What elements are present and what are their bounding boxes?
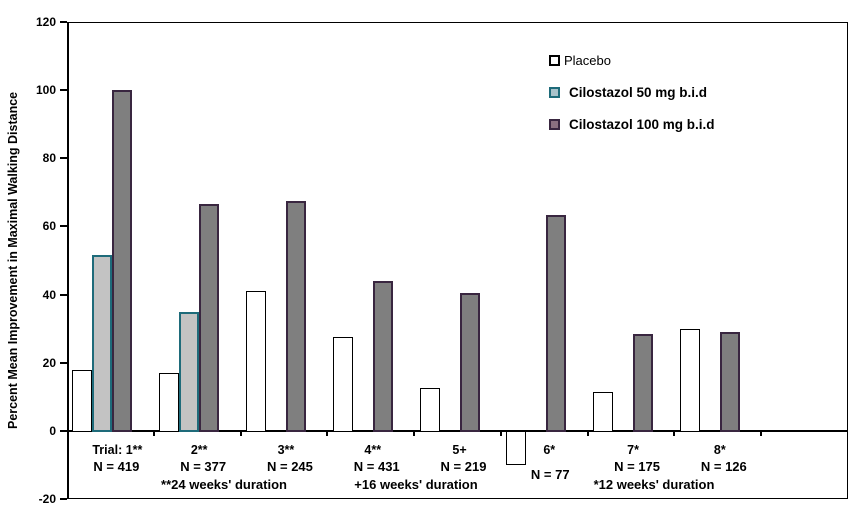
cilostazol-50-swatch-icon <box>549 87 560 98</box>
y-tick-label: 0 <box>49 423 56 438</box>
trial-label: Trial: 1** <box>92 443 143 457</box>
y-axis-tick <box>60 429 67 432</box>
trial-label: 6* <box>543 443 556 457</box>
n-count-label: N = 431 <box>353 459 400 474</box>
n-count-label: N = 175 <box>614 459 660 474</box>
x-axis-tick <box>760 431 763 436</box>
y-axis-tick <box>60 498 67 500</box>
legend-label: Placebo <box>564 53 611 68</box>
n-count-label: N = 77 <box>530 467 570 482</box>
legend-item-cilostazol-50: Cilostazol 50 mg b.i.d <box>549 85 707 100</box>
bar-cilostazol-100-trial-6 <box>546 214 567 432</box>
x-axis-tick <box>239 431 242 436</box>
y-axis-tick <box>60 89 67 92</box>
trial-label: 2** <box>190 443 208 457</box>
bar-placebo-trial-7 <box>593 391 614 432</box>
y-tick-label: 120 <box>35 15 56 29</box>
bar-placebo-trial-1 <box>72 369 93 432</box>
bar-placebo-trial-4 <box>332 337 353 432</box>
bar-placebo-trial-2 <box>159 372 180 432</box>
x-axis-tick <box>152 431 155 436</box>
n-count-label: N = 219 <box>440 459 487 474</box>
placebo-swatch-icon <box>549 55 560 66</box>
plot-area-border <box>67 22 848 499</box>
n-count-label: N = 126 <box>700 459 747 474</box>
n-count-label: N = 377 <box>180 459 227 474</box>
y-tick-label: 60 <box>42 219 56 234</box>
y-axis-tick <box>60 157 67 160</box>
duration-footnote: *12 weeks' duration <box>593 477 715 492</box>
trial-label: 8* <box>713 443 726 457</box>
y-axis-tick <box>60 361 67 364</box>
x-axis-tick <box>499 431 502 436</box>
bar-cilostazol-100-trial-2 <box>199 204 220 432</box>
bar-placebo-trial-5 <box>419 388 440 432</box>
legend-label: Cilostazol 100 mg b.i.d <box>569 117 715 132</box>
trial-label: 5+ <box>452 443 467 457</box>
x-axis-tick <box>326 431 329 436</box>
bar-cilostazol-100-trial-4 <box>372 280 393 432</box>
cilostazol-100-swatch-icon <box>549 119 560 130</box>
legend-item-placebo: Placebo <box>549 53 611 68</box>
legend-item-cilostazol-100: Cilostazol 100 mg b.i.d <box>549 117 715 132</box>
y-axis-tick <box>60 225 67 228</box>
n-count-label: N = 245 <box>266 459 313 474</box>
bar-cilostazol-100-trial-8 <box>719 332 740 432</box>
bar-cilostazol-50-trial-2 <box>179 311 200 432</box>
y-tick-label: 80 <box>42 151 56 166</box>
x-axis-line <box>67 430 847 432</box>
bar-cilostazol-100-trial-3 <box>285 200 306 432</box>
y-axis-tick <box>60 21 67 23</box>
x-axis-tick <box>586 431 589 436</box>
legend-label: Cilostazol 50 mg b.i.d <box>569 85 708 100</box>
bar-placebo-trial-3 <box>245 291 266 432</box>
trial-label: 3** <box>277 443 295 457</box>
x-axis-tick <box>413 431 416 436</box>
bar-cilostazol-100-trial-1 <box>112 90 133 432</box>
duration-footnote: **24 weeks' duration <box>161 477 287 492</box>
bar-cilostazol-100-trial-5 <box>459 292 480 432</box>
y-axis-tick <box>60 293 67 296</box>
bar-cilostazol-50-trial-1 <box>92 255 113 432</box>
y-tick-label: 100 <box>35 83 56 98</box>
y-tick-label: 20 <box>42 355 56 370</box>
trial-label: 7* <box>627 443 639 457</box>
bar-placebo-trial-8 <box>679 328 700 432</box>
bar-cilostazol-100-trial-7 <box>633 333 654 432</box>
x-axis-tick <box>673 431 676 436</box>
trial-label: 4** <box>364 443 382 457</box>
duration-footnote: +16 weeks' duration <box>354 477 478 492</box>
y-tick-label: -20 <box>38 492 56 506</box>
bar-placebo-trial-6 <box>506 431 527 465</box>
n-count-label: N = 419 <box>93 459 140 474</box>
y-tick-label: 40 <box>42 287 56 302</box>
